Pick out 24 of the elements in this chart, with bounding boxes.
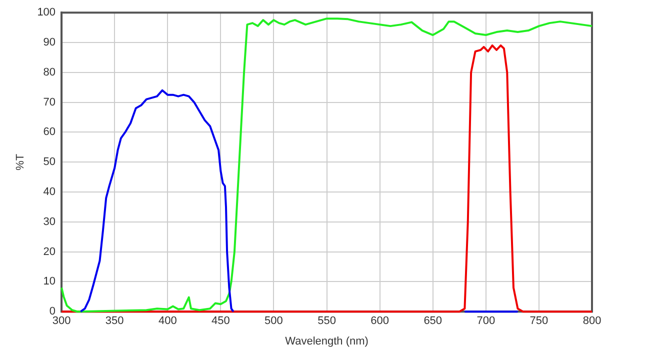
x-tick-label: 750	[530, 315, 548, 328]
x-tick-label: 300	[52, 315, 71, 328]
x-tick-label: 650	[424, 315, 442, 328]
y-tick-label: 80	[43, 66, 56, 78]
y-tick-label: 50	[43, 156, 56, 168]
y-tick-label: 100	[37, 6, 56, 19]
y-tick-label: 60	[43, 126, 56, 138]
y-tick-label: 0	[49, 306, 56, 318]
x-tick-label: 600	[370, 315, 389, 328]
x-tick-label: 550	[318, 315, 336, 328]
x-tick-label: 450	[212, 315, 230, 328]
x-axis-title: Wavelength (nm)	[285, 335, 368, 348]
y-tick-label: 70	[43, 96, 56, 108]
y-axis-title: %T	[14, 154, 27, 170]
x-tick-label: 800	[582, 315, 602, 328]
x-tick-label: 400	[158, 315, 177, 328]
y-tick-label: 20	[43, 246, 56, 258]
x-tick-label: 350	[105, 315, 124, 328]
y-tick-label: 30	[43, 216, 56, 228]
y-tick-label: 10	[43, 276, 56, 288]
y-tick-label: 90	[43, 36, 56, 49]
x-tick-label: 500	[264, 315, 283, 328]
y-tick-label: 40	[43, 186, 56, 198]
x-tick-label: 700	[476, 315, 496, 328]
